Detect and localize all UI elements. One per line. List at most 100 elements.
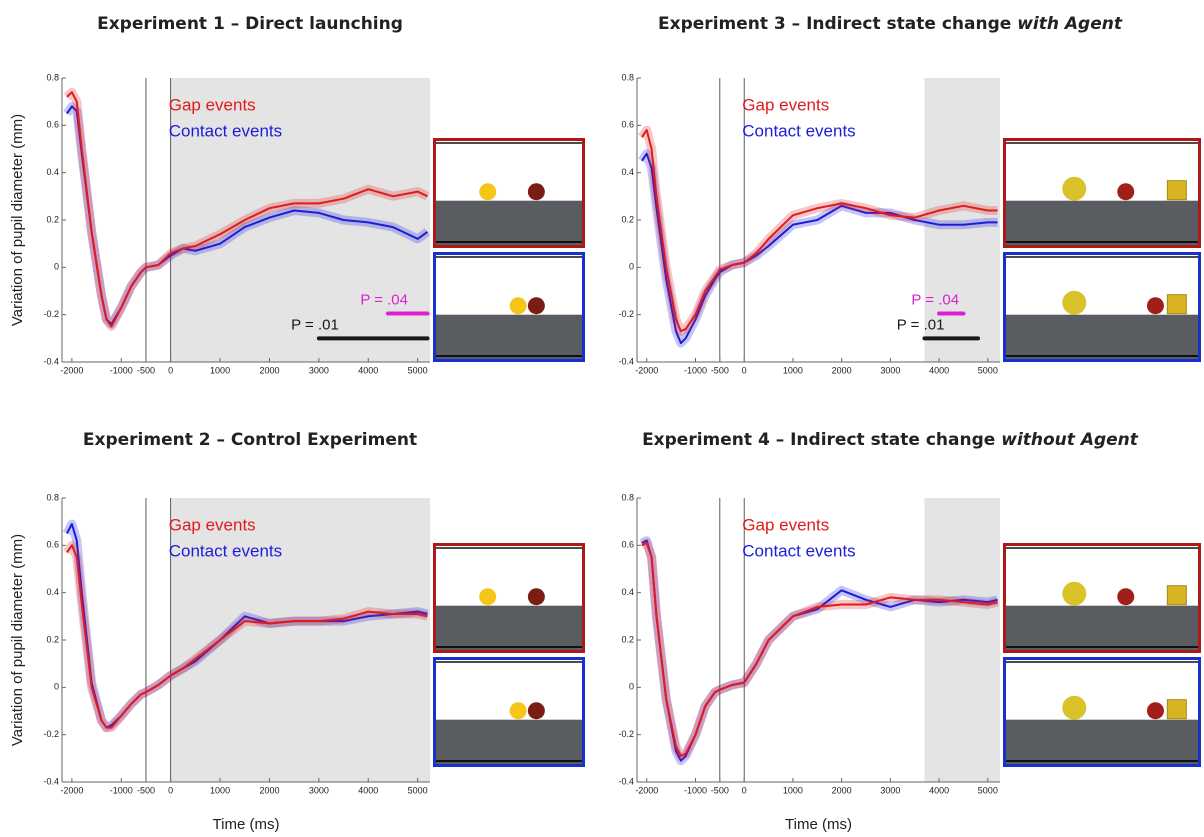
- title-emphasis: with Agent: [1017, 14, 1123, 34]
- significance-label: P = .01: [897, 316, 945, 333]
- scene-ball: [510, 702, 527, 719]
- scene-ball: [1117, 588, 1134, 605]
- scene-cube: [1167, 295, 1186, 314]
- x-tick-label: -500: [137, 365, 155, 375]
- x-tick-label: 0: [168, 785, 173, 795]
- x-tick-label: 5000: [978, 365, 998, 375]
- scene-agent: [1062, 177, 1086, 201]
- y-tick-label: 0.2: [46, 214, 59, 224]
- scene-cube: [1167, 700, 1186, 719]
- x-tick-label: 1000: [210, 785, 230, 795]
- y-tick-label: 0: [54, 682, 59, 692]
- x-tick-label: 1000: [783, 785, 803, 795]
- panel-title: Experiment 1 – Direct launching: [97, 14, 403, 34]
- scene-ball: [1117, 183, 1134, 200]
- x-tick-label: 4000: [358, 365, 378, 375]
- scene-floor: [1006, 606, 1198, 650]
- title-text: Experiment 1 – Direct launching: [97, 14, 403, 34]
- y-tick-label: 0: [629, 262, 634, 272]
- legend-entry: Gap events: [742, 95, 829, 114]
- x-tick-label: 5000: [408, 785, 428, 795]
- x-tick-label: -500: [711, 785, 729, 795]
- y-tick-label: 0: [629, 682, 634, 692]
- title-text: Experiment 2 – Control Experiment: [83, 430, 417, 450]
- x-tick-label: 0: [168, 365, 173, 375]
- y-tick-label: 0.4: [621, 167, 634, 177]
- x-tick-label: 0: [742, 365, 747, 375]
- y-tick-label: 0.2: [621, 214, 634, 224]
- legend-entry: Gap events: [169, 515, 256, 534]
- scene-ball: [479, 183, 496, 200]
- y-tick-label: 0.2: [621, 634, 634, 644]
- legend-entry: Gap events: [169, 95, 256, 114]
- y-tick-label: 0.6: [621, 540, 634, 550]
- x-tick-label: 4000: [929, 365, 949, 375]
- y-tick-label: -0.4: [43, 356, 59, 366]
- x-tick-label: 3000: [309, 365, 329, 375]
- x-tick-label: 4000: [358, 785, 378, 795]
- x-tick-label: -2000: [60, 365, 83, 375]
- x-axis-label: Time (ms): [213, 816, 280, 833]
- x-tick-label: 5000: [408, 365, 428, 375]
- scene-cube: [1167, 586, 1186, 605]
- scene-cube: [1167, 181, 1186, 200]
- x-tick-label: -2000: [635, 785, 658, 795]
- y-tick-label: 0.4: [621, 587, 634, 597]
- y-axis-label: Variation of pupil diameter (mm): [9, 114, 26, 326]
- scene-floor: [436, 606, 582, 650]
- legend-entry: Gap events: [742, 515, 829, 534]
- y-tick-label: 0.8: [621, 492, 634, 502]
- y-tick-label: 0.8: [46, 72, 59, 82]
- y-axis-label: Variation of pupil diameter (mm): [9, 534, 26, 746]
- x-tick-label: -2000: [60, 785, 83, 795]
- y-tick-label: 0: [54, 262, 59, 272]
- scene-ball: [1147, 297, 1164, 314]
- x-tick-label: 2000: [259, 785, 279, 795]
- x-tick-label: 3000: [880, 785, 900, 795]
- y-tick-label: -0.2: [43, 729, 59, 739]
- significance-label: P = .01: [291, 316, 339, 333]
- x-tick-label: -1000: [684, 365, 707, 375]
- scene-floor: [1006, 720, 1198, 764]
- legend-entry: Contact events: [169, 121, 282, 140]
- y-tick-label: -0.4: [43, 776, 59, 786]
- x-axis-label: Time (ms): [785, 816, 852, 833]
- x-tick-label: -1000: [110, 785, 133, 795]
- scene-ball: [528, 588, 545, 605]
- x-tick-label: -500: [137, 785, 155, 795]
- figure: Experiment 1 – Direct launching -0.4 -0.2 0…: [0, 0, 1204, 837]
- scene-ball: [510, 297, 527, 314]
- y-tick-label: -0.4: [618, 776, 634, 786]
- x-tick-label: -500: [711, 365, 729, 375]
- x-tick-label: 3000: [880, 365, 900, 375]
- x-tick-label: -1000: [110, 365, 133, 375]
- title-emphasis: without Agent: [1001, 430, 1139, 450]
- y-tick-label: -0.2: [43, 309, 59, 319]
- panel-title: Experiment 3 – Indirect state change wit…: [658, 14, 1123, 34]
- x-tick-label: 3000: [309, 785, 329, 795]
- title-text: Experiment 4 – Indirect state change: [642, 430, 995, 450]
- significance-label: P = .04: [911, 291, 959, 308]
- panel-title: Experiment 4 – Indirect state change wit…: [642, 430, 1139, 450]
- panel-title: Experiment 2 – Control Experiment: [83, 430, 417, 450]
- scene-floor: [436, 720, 582, 764]
- scene-floor: [436, 315, 582, 359]
- x-tick-label: 2000: [259, 365, 279, 375]
- significance-label: P = .04: [360, 291, 408, 308]
- x-tick-label: -1000: [684, 785, 707, 795]
- y-tick-label: 0.6: [46, 120, 59, 130]
- x-tick-label: 1000: [210, 365, 230, 375]
- y-tick-label: 0.6: [621, 120, 634, 130]
- x-tick-label: 2000: [832, 785, 852, 795]
- title-text: Experiment 3 – Indirect state change: [658, 14, 1011, 34]
- scene-ball: [528, 183, 545, 200]
- scene-floor: [1006, 201, 1198, 245]
- x-tick-label: -2000: [635, 365, 658, 375]
- y-tick-label: 0.6: [46, 540, 59, 550]
- x-tick-label: 0: [742, 785, 747, 795]
- scene-agent: [1062, 291, 1086, 315]
- scene-ball: [528, 297, 545, 314]
- y-tick-label: 0.8: [621, 72, 634, 82]
- shaded-region: [924, 498, 1000, 782]
- x-tick-label: 1000: [783, 365, 803, 375]
